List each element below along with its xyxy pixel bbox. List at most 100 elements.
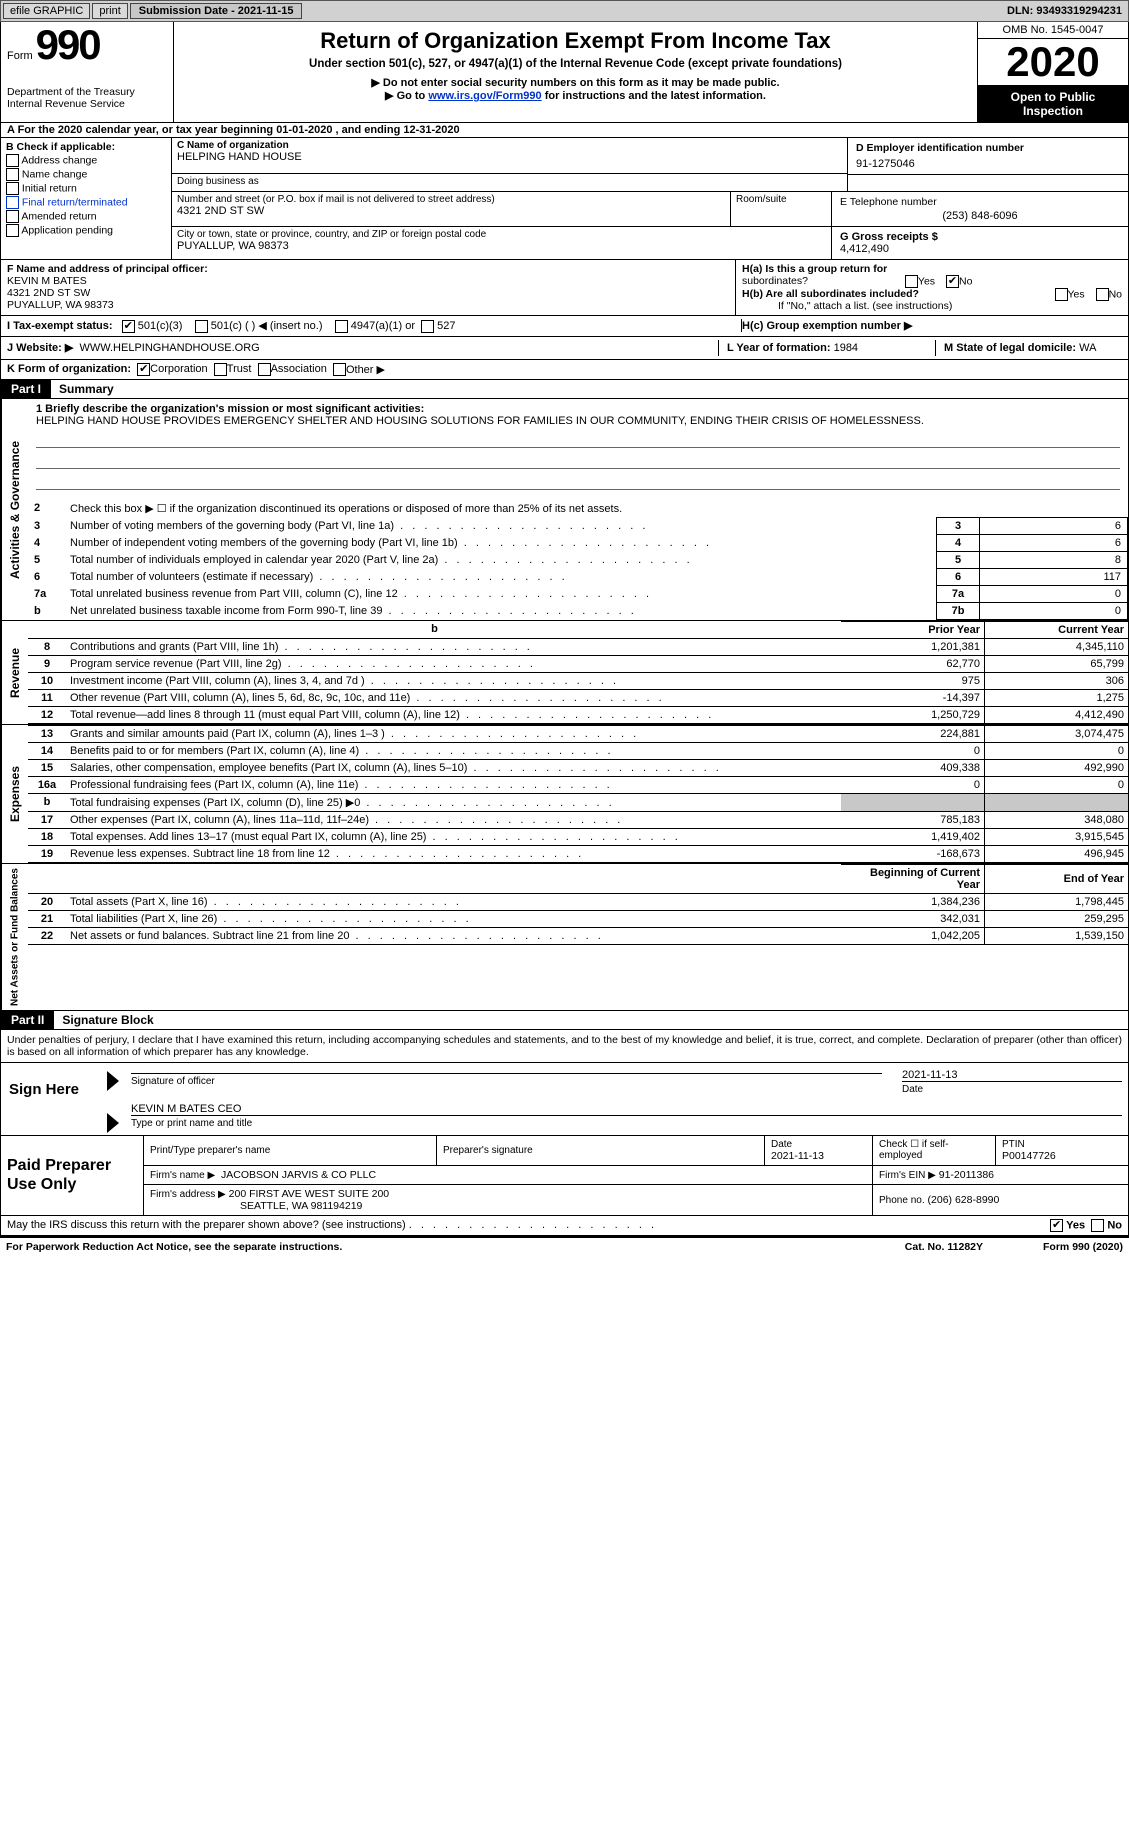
print-button[interactable]: print (92, 3, 127, 19)
preparer-left-label: Paid Preparer Use Only (1, 1136, 144, 1216)
middle-rows: F Name and address of principal officer:… (0, 260, 1129, 380)
form-note-2: ▶ Go to www.irs.gov/Form990 for instruct… (182, 89, 969, 102)
checkbox-corporation[interactable] (137, 363, 150, 376)
prep-sig-header: Preparer's signature (437, 1136, 765, 1166)
dba-label: Doing business as (172, 173, 847, 189)
vlabel-governance: Activities & Governance (1, 399, 28, 620)
part2-title: Signature Block (54, 1013, 153, 1027)
checkbox-4947[interactable] (335, 320, 348, 333)
prep-check-cell: Check ☐ if self-employed (873, 1136, 996, 1166)
discuss-yesno: Yes No (1050, 1219, 1122, 1232)
form-note-1: ▶ Do not enter social security numbers o… (182, 76, 969, 89)
tax-period-row: A For the 2020 calendar year, or tax yea… (0, 123, 1129, 138)
tax-year: 2020 (978, 39, 1128, 86)
current-year-header: Current Year (985, 621, 1129, 638)
discuss-row: May the IRS discuss this return with the… (0, 1216, 1129, 1236)
gov-row: 5 Total number of individuals employed i… (28, 551, 1128, 568)
checkbox-501c3[interactable] (122, 320, 135, 333)
b-label: B Check if applicable: (6, 141, 166, 153)
table-row: 8 Contributions and grants (Part VIII, l… (28, 638, 1128, 655)
checkbox-name-change[interactable]: Name change (6, 168, 166, 181)
form-word: Form (7, 50, 33, 62)
gov-row: 4 Number of independent voting members o… (28, 534, 1128, 551)
preparer-table: Paid Preparer Use Only Print/Type prepar… (0, 1136, 1129, 1216)
phone-value: (253) 848-6096 (840, 210, 1120, 222)
end-year-header: End of Year (985, 864, 1129, 893)
table-row: 12 Total revenue—add lines 8 through 11 … (28, 706, 1128, 723)
mission-text: HELPING HAND HOUSE PROVIDES EMERGENCY SH… (36, 415, 924, 427)
city-value: PUYALLUP, WA 98373 (177, 240, 826, 252)
expenses-table: 13 Grants and similar amounts paid (Part… (28, 725, 1128, 863)
table-row: 15 Salaries, other compensation, employe… (28, 759, 1128, 776)
table-row: 21 Total liabilities (Part X, line 26) 3… (28, 910, 1128, 927)
summary-netassets: Net Assets or Fund Balances Beginning of… (0, 864, 1129, 1011)
firm-name-cell: Firm's name ▶ JACOBSON JARVIS & CO PLLC (144, 1165, 873, 1184)
gross-receipts-value: 4,412,490 (840, 243, 1120, 255)
org-name: HELPING HAND HOUSE (177, 151, 842, 163)
city-cell: City or town, state or province, country… (172, 227, 832, 259)
irs-link[interactable]: www.irs.gov/Form990 (428, 90, 541, 102)
vlabel-revenue: Revenue (1, 621, 28, 724)
checkbox-527[interactable] (421, 320, 434, 333)
checkbox-discuss-yes[interactable] (1050, 1219, 1063, 1232)
officer-name: KEVIN M BATES (7, 275, 87, 287)
year-block: OMB No. 1545-0047 2020 Open to Public In… (977, 22, 1128, 122)
prep-name-header: Print/Type preparer's name (144, 1136, 437, 1166)
gov-row: 3 Number of voting members of the govern… (28, 517, 1128, 534)
dln-label: DLN: 93493319294231 (1007, 5, 1128, 17)
checkbox-association[interactable] (258, 363, 271, 376)
firm-ein-cell: Firm's EIN ▶ 91-2011386 (873, 1165, 1129, 1184)
declaration-text: Under penalties of perjury, I declare th… (0, 1030, 1129, 1063)
sig-date: 2021-11-13 (902, 1069, 1122, 1081)
top-toolbar: efile GRAPHIC print Submission Date - 20… (0, 0, 1129, 22)
table-row: 10 Investment income (Part VIII, column … (28, 672, 1128, 689)
table-row: 22 Net assets or fund balances. Subtract… (28, 927, 1128, 944)
officer-street: 4321 2ND ST SW (7, 287, 90, 299)
table-row: 13 Grants and similar amounts paid (Part… (28, 725, 1128, 742)
form-org-row: K Form of organization: Corporation Trus… (1, 360, 1128, 379)
officer-city: PUYALLUP, WA 98373 (7, 299, 114, 311)
discuss-text: May the IRS discuss this return with the… (7, 1219, 657, 1232)
sig-date-label: Date (902, 1084, 1122, 1095)
rev-header-blank: b (28, 621, 841, 638)
submission-date: Submission Date - 2021-11-15 (130, 3, 303, 19)
gov-row: 7a Total unrelated business revenue from… (28, 585, 1128, 602)
part1-header: Part I Summary (0, 380, 1129, 399)
org-name-cell: C Name of organization HELPING HAND HOUS… (172, 138, 848, 191)
gross-receipts-block: G Gross receipts $ 4,412,490 (832, 227, 1128, 259)
website-value: WWW.HELPINGHANDHOUSE.ORG (79, 342, 259, 354)
open-to-public: Open to Public Inspection (978, 86, 1128, 122)
summary-expenses: Expenses 13 Grants and similar amounts p… (0, 725, 1129, 864)
paperwork-footer: For Paperwork Reduction Act Notice, see … (0, 1236, 1129, 1256)
checkbox-other[interactable] (333, 363, 346, 376)
section-bcdeg: B Check if applicable: Address change Na… (0, 138, 1129, 260)
table-row: 14 Benefits paid to or for members (Part… (28, 742, 1128, 759)
state-domicile-cell: M State of legal domicile: WA (935, 340, 1122, 356)
form-number-block: Form 990 Department of the Treasury Inte… (1, 22, 174, 122)
summary-governance: Activities & Governance 1 Briefly descri… (0, 399, 1129, 621)
column-b: B Check if applicable: Address change Na… (1, 138, 172, 259)
sig-officer-label: Signature of officer (131, 1076, 882, 1087)
prep-ptin-cell: PTIN P00147726 (996, 1136, 1129, 1166)
checkbox-discuss-no[interactable] (1091, 1219, 1104, 1232)
ein-value: 91-1275046 (856, 158, 1120, 170)
omb-number: OMB No. 1545-0047 (978, 22, 1128, 39)
part1-tab: Part I (1, 380, 51, 398)
governance-table: 2Check this box ▶ ☐ if the organization … (28, 500, 1128, 620)
checkbox-app-pending[interactable]: Application pending (6, 224, 166, 237)
h-c-row: H(c) Group exemption number ▶ (741, 319, 1122, 332)
checkbox-final-return[interactable]: Final return/terminated (6, 196, 166, 209)
checkbox-trust[interactable] (214, 363, 227, 376)
table-row: 9 Program service revenue (Part VIII, li… (28, 655, 1128, 672)
officer-block: F Name and address of principal officer:… (1, 260, 735, 315)
year-formation-cell: L Year of formation: 1984 (718, 340, 935, 356)
prior-year-header: Prior Year (841, 621, 985, 638)
website-row: J Website: ▶ WWW.HELPINGHANDHOUSE.ORG (7, 341, 718, 354)
checkbox-address-change[interactable]: Address change (6, 154, 166, 167)
street-cell: Number and street (or P.O. box if mail i… (172, 192, 731, 226)
h-a-row: H(a) Is this a group return for subordin… (742, 263, 1122, 288)
sign-here-label: Sign Here (1, 1063, 107, 1135)
checkbox-initial-return[interactable]: Initial return (6, 182, 166, 195)
checkbox-501c[interactable] (195, 320, 208, 333)
checkbox-amended[interactable]: Amended return (6, 210, 166, 223)
